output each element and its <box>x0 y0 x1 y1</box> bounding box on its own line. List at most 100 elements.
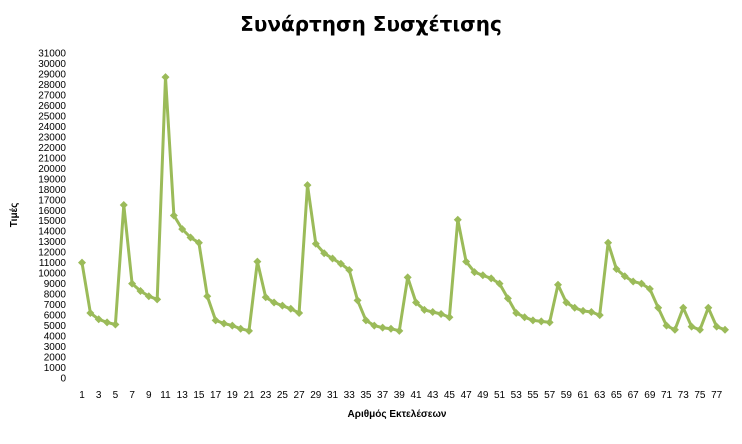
x-tick-label: 17 <box>210 390 222 401</box>
data-point-marker <box>336 259 345 268</box>
x-tick-label: 1 <box>79 390 85 401</box>
data-point-marker <box>704 303 713 312</box>
x-tick-label: 9 <box>146 390 152 401</box>
data-point-marker <box>553 280 562 289</box>
data-point-marker <box>428 307 437 316</box>
data-point-marker <box>253 257 262 266</box>
data-point-marker <box>695 325 704 334</box>
y-tick-label: 11000 <box>39 258 67 269</box>
data-point-marker <box>194 238 203 247</box>
x-tick-label: 61 <box>577 390 589 401</box>
y-tick-label: 29000 <box>38 69 66 80</box>
x-tick-label: 39 <box>394 390 406 401</box>
y-tick-label: 30000 <box>38 59 66 70</box>
data-point-marker <box>320 249 329 258</box>
series-line <box>80 75 726 333</box>
y-tick-label: 1000 <box>44 363 67 374</box>
data-point-marker <box>378 323 387 332</box>
x-tick-label: 59 <box>561 390 573 401</box>
x-tick-label: 11 <box>160 390 171 401</box>
x-tick-label: 57 <box>544 390 556 401</box>
y-tick-label: 28000 <box>38 80 66 91</box>
y-tick-label: 27000 <box>38 90 66 101</box>
data-point-marker <box>103 318 112 327</box>
x-tick-label: 29 <box>310 390 322 401</box>
data-point-marker <box>545 318 554 327</box>
data-point-marker <box>587 307 596 316</box>
x-tick-label: 67 <box>628 390 640 401</box>
data-point-marker <box>712 322 721 331</box>
y-axis-title: Τιμές <box>9 203 20 228</box>
data-point-marker <box>219 319 228 328</box>
x-tick-label: 23 <box>260 390 272 401</box>
data-point-marker <box>670 325 679 334</box>
y-tick-label: 31000 <box>38 49 66 60</box>
x-tick-label: 19 <box>227 390 239 401</box>
x-tick-label: 49 <box>477 390 489 401</box>
x-tick-label: 69 <box>644 390 656 401</box>
data-point-marker <box>169 211 178 220</box>
data-point-marker <box>119 201 128 210</box>
data-point-marker <box>445 313 454 322</box>
x-tick-label: 47 <box>461 390 473 401</box>
x-tick-label: 63 <box>594 390 606 401</box>
y-tick-label: 3000 <box>44 342 67 353</box>
data-point-marker <box>245 326 254 335</box>
x-tick-label: 21 <box>243 390 255 401</box>
data-point-marker <box>503 294 512 303</box>
x-tick-label: 53 <box>511 390 523 401</box>
y-tick-label: 18000 <box>38 185 66 196</box>
data-point-marker <box>228 321 237 330</box>
data-point-marker <box>612 264 621 273</box>
y-tick-label: 22000 <box>38 143 66 154</box>
data-point-marker <box>153 295 162 304</box>
data-point-marker <box>487 274 496 283</box>
data-point-marker <box>211 316 220 325</box>
data-point-marker <box>178 225 187 234</box>
x-tick-label: 13 <box>177 390 189 401</box>
y-axis-tick-labels: 0100020003000400050006000700080009000100… <box>38 49 66 385</box>
y-tick-label: 15000 <box>38 216 66 227</box>
data-point-marker <box>687 322 696 331</box>
data-point-marker <box>345 266 354 275</box>
x-tick-label: 41 <box>410 390 422 401</box>
data-point-marker <box>512 309 521 317</box>
x-tick-label: 43 <box>427 390 439 401</box>
y-tick-label: 10000 <box>38 269 66 280</box>
y-tick-label: 25000 <box>38 111 66 122</box>
chart-title: Συνάρτηση Συσχέτισης <box>240 12 502 36</box>
x-axis-title: Αριθμός Εκτελέσεων <box>348 409 447 420</box>
x-tick-label: 73 <box>678 390 690 401</box>
y-tick-label: 6000 <box>44 311 67 322</box>
x-tick-label: 51 <box>494 390 506 401</box>
x-tick-label: 5 <box>113 390 119 401</box>
data-point-marker <box>370 321 379 330</box>
x-tick-label: 65 <box>611 390 623 401</box>
data-point-marker <box>629 277 638 286</box>
data-point-marker <box>537 317 546 326</box>
data-point-marker <box>453 215 462 224</box>
data-point-marker <box>353 296 362 305</box>
data-point-marker <box>328 254 337 263</box>
data-point-marker <box>528 316 537 325</box>
y-tick-label: 7000 <box>44 300 67 311</box>
x-tick-label: 27 <box>294 390 306 401</box>
y-tick-label: 16000 <box>38 206 66 217</box>
data-point-marker <box>604 238 613 247</box>
y-tick-label: 12000 <box>38 248 66 259</box>
data-point-marker <box>637 279 646 288</box>
x-tick-label: 71 <box>661 390 673 401</box>
data-point-marker <box>403 273 412 282</box>
y-tick-label: 17000 <box>38 195 66 206</box>
data-point-marker <box>520 313 529 322</box>
data-point-marker <box>136 286 145 295</box>
data-point-marker <box>620 272 629 281</box>
data-point-marker <box>570 303 579 312</box>
x-tick-label: 75 <box>694 390 706 401</box>
data-point-marker <box>562 298 571 307</box>
y-tick-label: 2000 <box>44 353 67 364</box>
y-tick-label: 23000 <box>38 132 66 143</box>
data-point-marker <box>478 271 487 280</box>
